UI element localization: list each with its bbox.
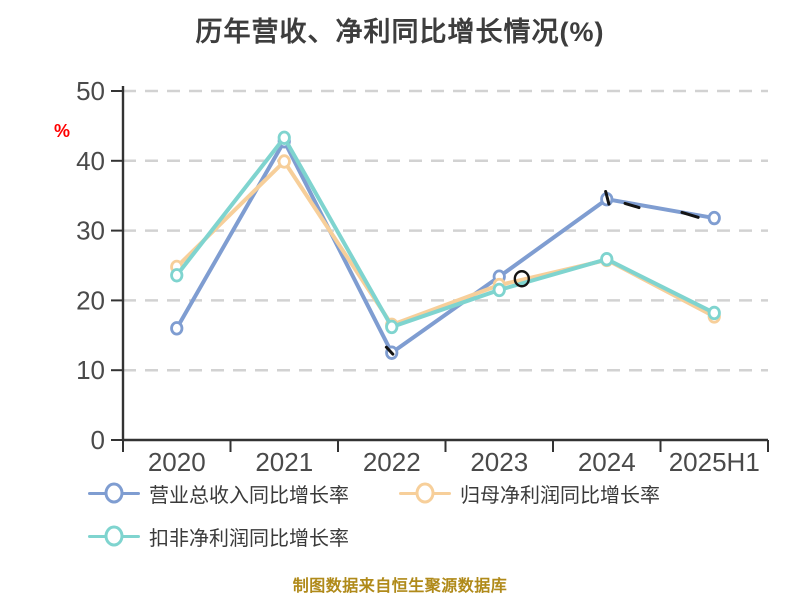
legend-label-revenue: 营业总收入同比增长率 [149,484,349,507]
legend-marker-deducted-profit-icon [88,525,140,547]
data-source-note: 制图数据来自恒生聚源数据库 [292,578,508,595]
series-marker-2 [707,305,721,321]
y-tick-label: 30 [76,216,105,246]
y-tick-label: 20 [76,285,105,315]
legend-marker-revenue-icon [88,482,140,504]
series-marker-1 [277,154,291,169]
x-tick-label: 2023 [470,447,528,477]
x-tick-label: 2021 [255,447,313,477]
dark-circle-annotation [513,270,531,288]
legend-label-net-profit: 归母净利润同比增长率 [460,484,660,507]
y-axis-unit-label: % [54,121,70,141]
dark-dash-annotation [623,201,641,210]
legend-marker-net-profit-icon [399,482,451,504]
series-marker-0 [707,210,721,226]
dark-dash-annotation [680,210,700,219]
x-tick-label: 2025H1 [669,447,760,477]
y-tick-label: 10 [76,355,105,385]
x-tick-label: 2022 [363,447,421,477]
dark-dash-annotation [384,345,395,356]
chart-title: 历年营收、净利同比增长情况(%) [195,17,605,47]
legend-item-net-profit-growth[interactable]: 归母净利润同比增长率 [399,481,660,507]
y-tick-label: 40 [76,146,105,176]
legend-item-revenue-growth[interactable]: 营业总收入同比增长率 [88,481,349,507]
y-tick-label: 0 [91,425,105,455]
chart-legend: 营业总收入同比增长率 归母净利润同比增长率 扣非净利润同比增长率 [0,0,800,550]
series-marker-2 [492,282,506,298]
series-marker-2 [385,319,399,335]
series-line-2 [174,135,717,329]
series-marker-2 [277,130,291,145]
x-tick-label: 2020 [148,447,206,477]
series-marker-2 [170,268,184,283]
y-tick-label: 50 [76,76,105,106]
dark-dash-annotation [604,190,611,206]
x-tick-label: 2024 [578,447,636,477]
series-marker-0 [170,321,184,336]
legend-item-deducted-profit-growth[interactable]: 扣非净利润同比增长率 [88,524,349,550]
line-chart-plot: 0 10 20 30 40 50 2020 2021 2022 2023 2024 2025H1% [54,76,769,477]
legend-label-deducted-profit: 扣非净利润同比增长率 [149,527,349,550]
series-marker-2 [600,252,614,267]
